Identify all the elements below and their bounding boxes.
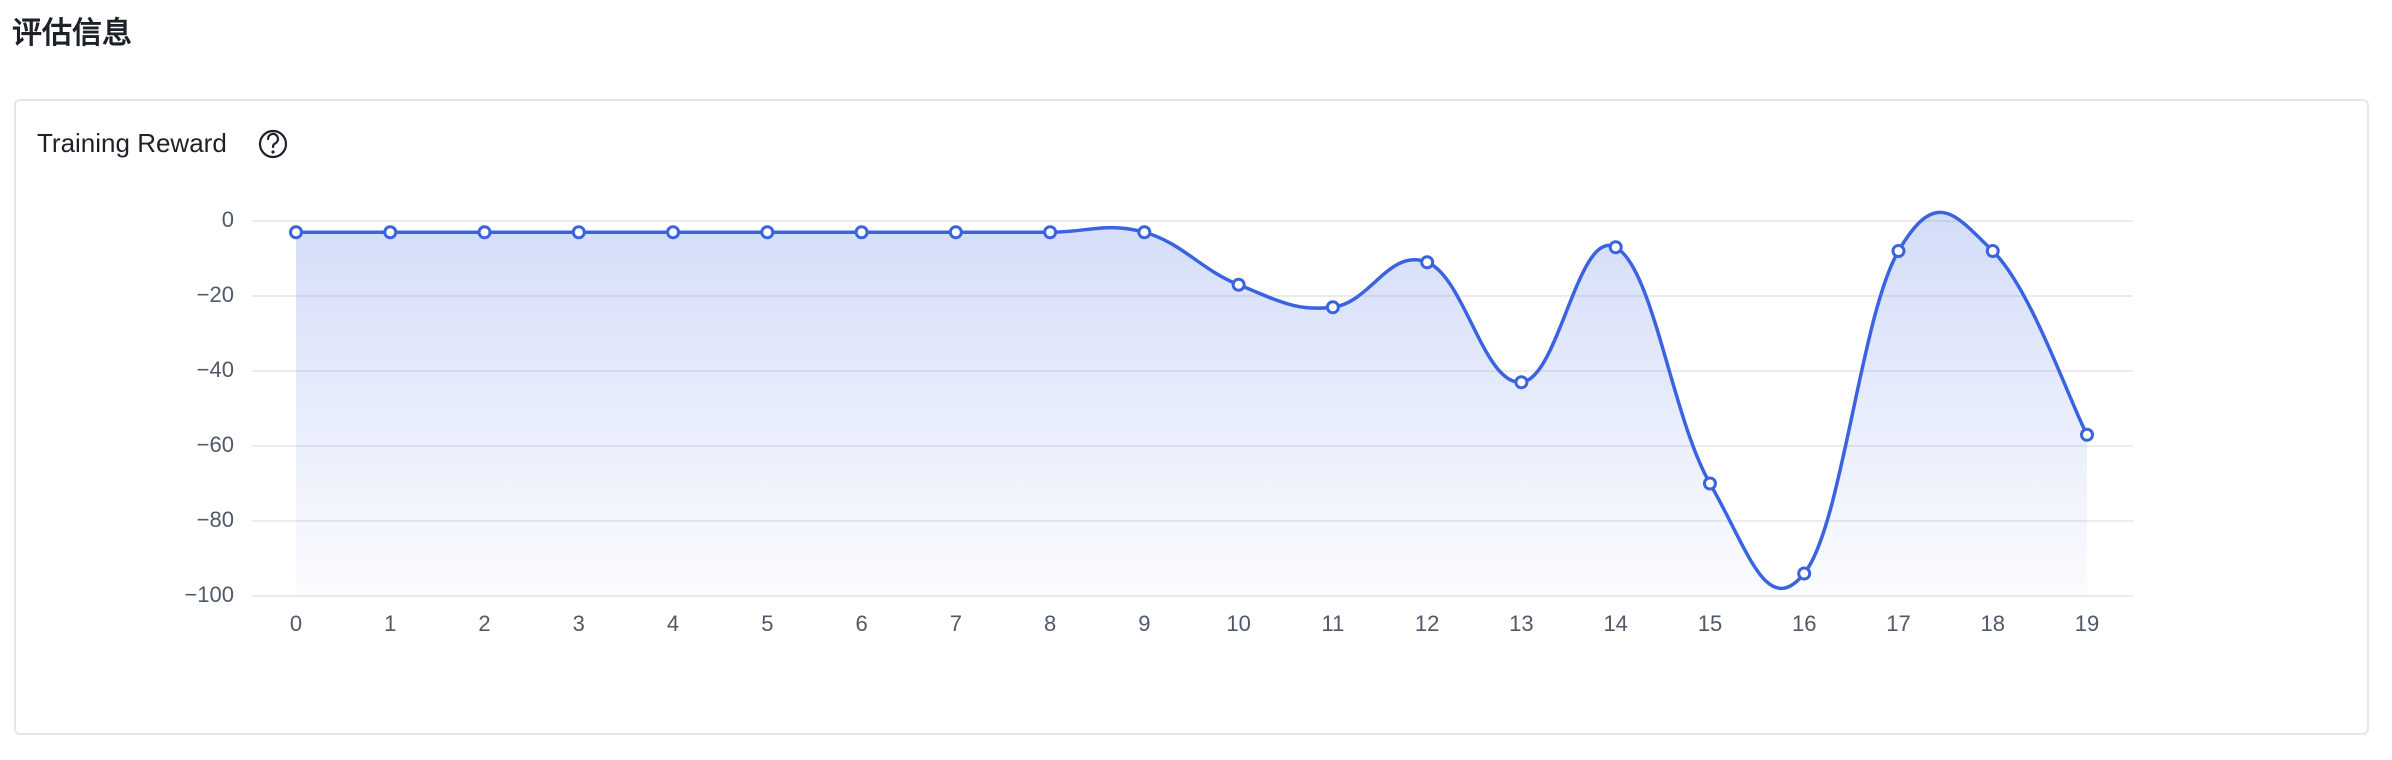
data-point bbox=[1043, 225, 1058, 240]
x-tick-label: 15 bbox=[1698, 611, 1722, 636]
x-tick-label: 3 bbox=[573, 611, 585, 636]
x-tick-label: 6 bbox=[855, 611, 867, 636]
data-point bbox=[571, 225, 586, 240]
y-tick-label: −40 bbox=[197, 357, 234, 382]
x-tick-label: 2 bbox=[478, 611, 490, 636]
x-tick-label: 10 bbox=[1226, 611, 1250, 636]
data-point bbox=[1985, 244, 2000, 258]
data-point bbox=[1325, 300, 1340, 315]
y-tick-label: 0 bbox=[222, 207, 234, 232]
data-point bbox=[666, 225, 681, 240]
data-point bbox=[1891, 244, 1906, 258]
y-tick-label: −100 bbox=[184, 582, 234, 607]
y-tick-label: −20 bbox=[197, 282, 234, 307]
x-tick-label: 5 bbox=[761, 611, 773, 636]
data-point bbox=[383, 225, 398, 240]
data-point bbox=[1702, 476, 1717, 491]
x-tick-label: 13 bbox=[1509, 611, 1533, 636]
x-tick-label: 9 bbox=[1138, 611, 1150, 636]
chart-card bbox=[14, 99, 2369, 735]
data-point bbox=[1420, 255, 1435, 270]
data-point bbox=[1231, 277, 1246, 292]
data-point bbox=[1137, 225, 1152, 240]
data-point bbox=[2080, 427, 2094, 442]
x-tick-label: 17 bbox=[1886, 611, 1910, 636]
area-fill bbox=[296, 212, 2087, 597]
page-heading: 评估信息 bbox=[12, 17, 132, 50]
help-icon[interactable] bbox=[258, 129, 288, 159]
data-point bbox=[477, 225, 492, 240]
x-tick-label: 19 bbox=[2075, 611, 2099, 636]
y-tick-label: −80 bbox=[197, 507, 234, 532]
data-point bbox=[1608, 240, 1623, 255]
chart-title: Training Reward bbox=[37, 128, 227, 158]
data-point bbox=[1514, 375, 1529, 390]
x-tick-label: 7 bbox=[950, 611, 962, 636]
x-tick-label: 4 bbox=[667, 611, 679, 636]
x-tick-label: 18 bbox=[1980, 611, 2004, 636]
x-tick-label: 16 bbox=[1792, 611, 1816, 636]
data-point bbox=[948, 225, 963, 240]
x-tick-label: 8 bbox=[1044, 611, 1056, 636]
x-tick-label: 1 bbox=[384, 611, 396, 636]
data-point bbox=[1797, 566, 1812, 581]
x-tick-label: 11 bbox=[1321, 611, 1344, 636]
data-point bbox=[854, 225, 869, 240]
data-point bbox=[289, 225, 303, 240]
x-tick-label: 14 bbox=[1603, 611, 1627, 636]
data-point bbox=[760, 225, 775, 240]
y-tick-label: −60 bbox=[197, 432, 234, 457]
x-tick-label: 12 bbox=[1415, 611, 1439, 636]
x-tick-label: 0 bbox=[290, 611, 302, 636]
